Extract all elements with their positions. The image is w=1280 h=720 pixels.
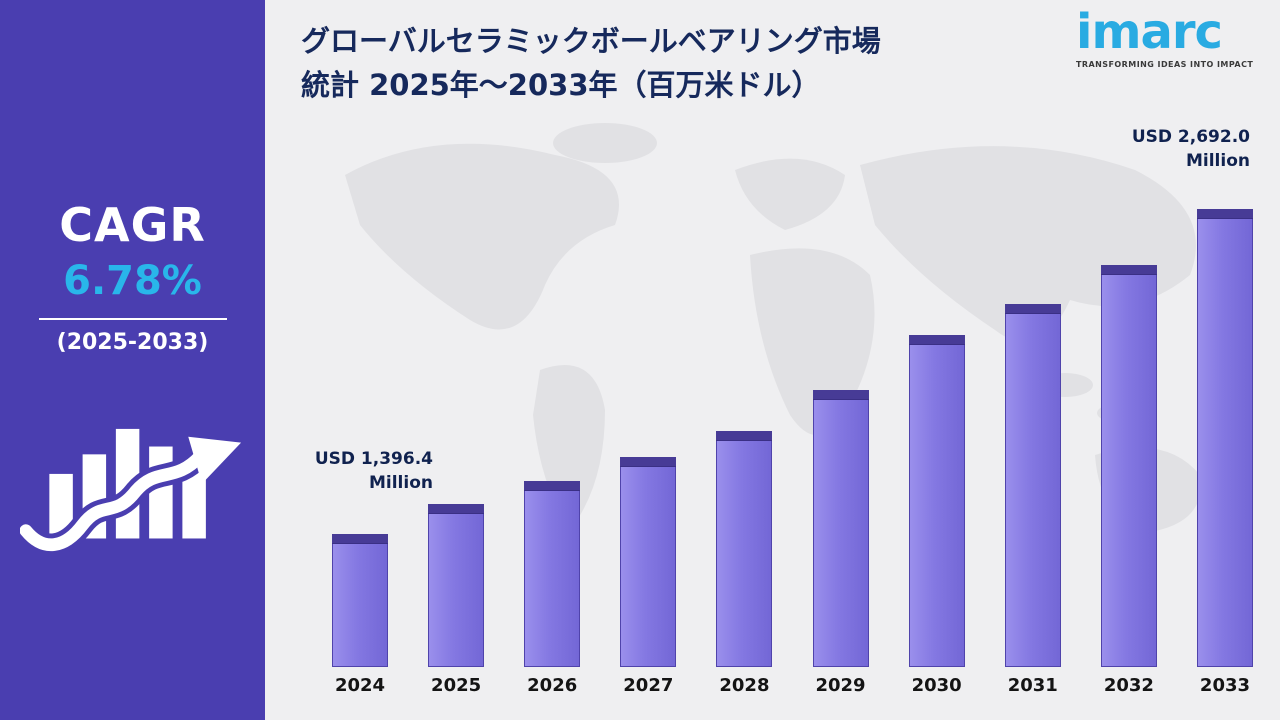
bar-column-2027: 2027 xyxy=(619,457,677,696)
x-axis-label-2032: 2032 xyxy=(1103,675,1154,696)
world-map xyxy=(345,123,1201,531)
growth-chart-icon xyxy=(0,381,265,563)
bar-2029 xyxy=(812,390,869,667)
x-axis-label-2029: 2029 xyxy=(815,675,866,696)
bar-2027 xyxy=(620,457,677,667)
divider xyxy=(38,318,227,320)
bar-column-2031: 2031 xyxy=(1004,304,1062,696)
cagr-sidebar: CAGR 6.78% (2025-2033) xyxy=(0,0,265,720)
cagr-period: (2025-2033) xyxy=(56,330,209,355)
bar-2026 xyxy=(524,481,581,667)
x-axis-label-2025: 2025 xyxy=(431,675,482,696)
bar-2024 xyxy=(332,534,388,667)
bar-2032 xyxy=(1100,265,1157,667)
bar-column-2026: 2026 xyxy=(523,481,581,696)
x-axis-label-2033: 2033 xyxy=(1199,675,1251,696)
annotation-2033-value: USD 2,692.0 Million xyxy=(1110,126,1250,174)
bar-column-2025: 2025 xyxy=(427,504,485,696)
annotation-2024-value: USD 1,396.4 Million xyxy=(293,448,433,496)
x-axis-label-2031: 2031 xyxy=(1007,675,1058,696)
bar-column-2029: 2029 xyxy=(812,390,870,696)
chart-title-line2: 統計 2025年～2033年（百万米ドル） xyxy=(301,67,821,102)
bar-2031 xyxy=(1004,304,1061,667)
annotation-2033-line2: Million xyxy=(1185,150,1250,171)
bar-chart: 2024 2025 2026 2027 2028 2029 2030 2031 2032 2033 xyxy=(331,209,1254,696)
imarc-logo-text: imarc xyxy=(1076,4,1223,60)
bar-2025 xyxy=(428,504,485,667)
bar-2033 xyxy=(1196,209,1253,667)
imarc-logo-tagline: TRANSFORMING IDEAS INTO IMPACT xyxy=(1076,59,1254,69)
x-axis-label-2028: 2028 xyxy=(719,675,770,696)
annotation-2024-line1: USD 1,396.4 xyxy=(314,449,433,469)
cagr-value: 6.78% xyxy=(63,258,202,304)
annotation-2033-line1: USD 2,692.0 xyxy=(1131,127,1250,147)
bar-column-2024: 2024 xyxy=(331,534,389,696)
x-axis-label-2030: 2030 xyxy=(911,675,962,696)
x-axis-label-2026: 2026 xyxy=(527,675,578,696)
x-axis-label-2024: 2024 xyxy=(334,675,386,696)
bar-column-2030: 2030 xyxy=(908,335,966,696)
bar-2030 xyxy=(908,335,965,667)
bar-2028 xyxy=(716,431,773,667)
bar-column-2028: 2028 xyxy=(715,431,773,696)
imarc-logo: imarc TRANSFORMING IDEAS INTO IMPACT xyxy=(1076,8,1254,69)
bar-column-2033: 2033 xyxy=(1196,209,1254,696)
cagr-label: CAGR xyxy=(59,198,206,252)
chart-panel: グローバルセラミックボールベアリング市場 統計 2025年～2033年（百万米ド… xyxy=(265,0,1280,720)
chart-title-line1: グローバルセラミックボールベアリング市場 xyxy=(301,24,881,58)
chart-title: グローバルセラミックボールベアリング市場 統計 2025年～2033年（百万米ド… xyxy=(301,20,881,107)
bar-column-2032: 2032 xyxy=(1100,265,1158,696)
annotation-2024-line2: Million xyxy=(368,472,433,493)
x-axis-label-2027: 2027 xyxy=(623,675,674,696)
